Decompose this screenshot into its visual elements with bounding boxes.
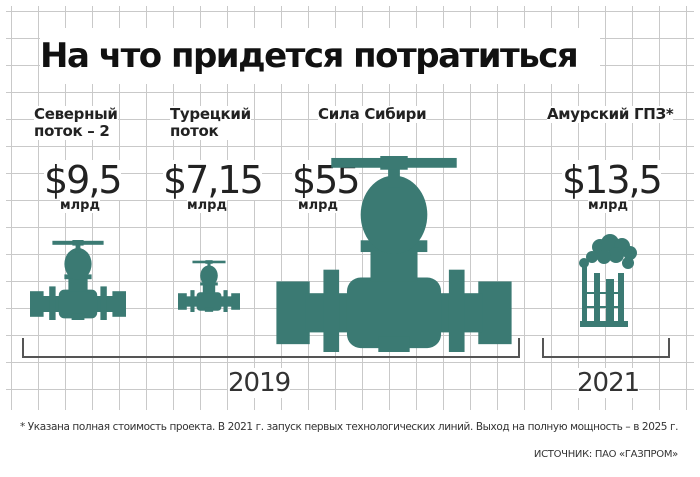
category-label-line: Северный <box>34 105 118 123</box>
category-label-amur-gpp: Амурский ГПЗ* <box>547 105 674 123</box>
unit-label-amur-gpp: млрд <box>588 198 628 213</box>
unit-label-power-of-siberia: млрд <box>298 198 338 213</box>
category-label-line: Турецкий <box>170 105 251 123</box>
chart-title: На что придется потратиться <box>40 28 600 84</box>
value-label-nord-stream-2: $9,5 <box>44 158 123 202</box>
factory-icon <box>579 234 637 327</box>
group-label-2019: 2019 <box>228 368 291 398</box>
group-label-2021: 2021 <box>577 368 640 398</box>
group-bracket-2019 <box>22 338 520 358</box>
source-note: ИСТОЧНИК: ПАО «ГАЗПРОМ» <box>533 449 678 460</box>
category-label-line: Амурский ГПЗ* <box>547 105 674 123</box>
valve-icon <box>30 240 126 320</box>
value-label-turkish-stream: $7,15 <box>163 158 264 202</box>
footnote: * Указана полная стоимость проекта. В 20… <box>20 421 679 433</box>
category-label-line: поток – 2 <box>34 122 110 140</box>
unit-label-nord-stream-2: млрд <box>60 198 100 213</box>
value-label-amur-gpp: $13,5 <box>562 158 663 202</box>
valve-icon <box>178 260 240 312</box>
unit-label-turkish-stream: млрд <box>187 198 227 213</box>
category-label-turkish-stream: Турецкий поток <box>170 106 251 140</box>
category-label-line: Сила Сибири <box>318 105 427 123</box>
valve-icon <box>276 156 512 352</box>
group-bracket-2021 <box>542 338 670 358</box>
category-label-nord-stream-2: Северный поток – 2 <box>34 106 118 140</box>
category-label-line: поток <box>170 122 219 140</box>
category-label-power-of-siberia: Сила Сибири <box>318 105 427 123</box>
